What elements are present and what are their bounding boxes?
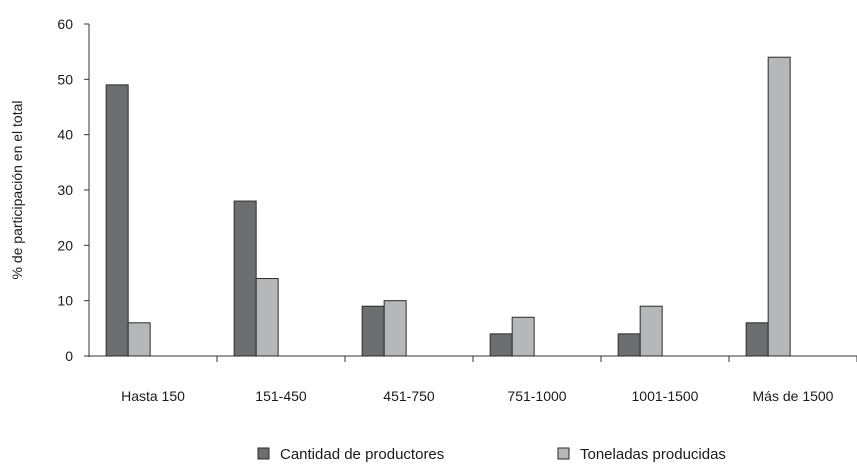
bar-toneladas bbox=[127, 322, 151, 357]
bar-productores bbox=[233, 200, 257, 357]
y-tick-label: 10 bbox=[57, 293, 73, 309]
y-axis-ticks: 0 10 20 30 40 50 60 bbox=[57, 16, 89, 364]
x-category-label: 451-750 bbox=[383, 388, 435, 404]
y-tick-label: 30 bbox=[57, 182, 73, 198]
bar-toneladas bbox=[383, 300, 407, 357]
bar-productores bbox=[745, 322, 769, 357]
bar-productores bbox=[105, 84, 129, 357]
y-tick-label: 0 bbox=[65, 348, 73, 364]
y-tick-label: 50 bbox=[57, 71, 73, 87]
legend-swatch bbox=[557, 447, 570, 460]
bar-productores bbox=[361, 305, 385, 357]
x-category-label: Más de 1500 bbox=[753, 388, 834, 404]
y-tick-label: 20 bbox=[57, 237, 73, 253]
legend: Cantidad de productores Toneladas produci… bbox=[257, 446, 726, 463]
y-tick-label: 40 bbox=[57, 127, 73, 143]
legend-label: Toneladas producidas bbox=[580, 446, 726, 463]
legend-label: Cantidad de productores bbox=[280, 446, 444, 463]
y-axis-title: % de participación en el total bbox=[9, 101, 25, 280]
x-category-label: 151-450 bbox=[255, 388, 307, 404]
x-category-label: Hasta 150 bbox=[121, 388, 185, 404]
bar-toneladas bbox=[639, 305, 663, 357]
bar-toneladas bbox=[511, 316, 535, 357]
x-axis-ticks: Hasta 150 151-450 451-750 751-1000 1001-1500… bbox=[121, 356, 857, 404]
bar-toneladas bbox=[255, 278, 279, 357]
x-category-label: 751-1000 bbox=[507, 388, 566, 404]
y-tick-label: 60 bbox=[57, 16, 73, 32]
bar-toneladas bbox=[767, 56, 791, 357]
bar-productores bbox=[617, 333, 641, 357]
bar-productores bbox=[489, 333, 513, 357]
legend-swatch bbox=[257, 447, 270, 460]
axes bbox=[88, 24, 857, 357]
bars bbox=[105, 56, 791, 357]
x-category-label: 1001-1500 bbox=[632, 388, 699, 404]
